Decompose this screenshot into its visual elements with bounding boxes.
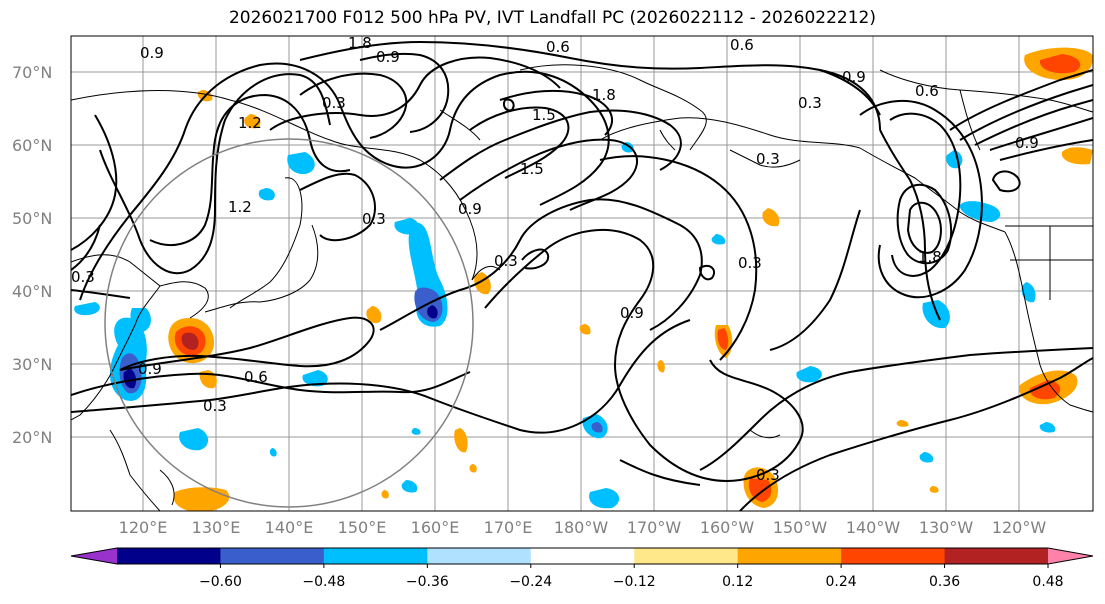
map-frame: [70, 35, 1094, 512]
colorbar: −0.60 −0.48 −0.36 −0.24 −0.12 0.12 0.24 0.36 0.4…: [70, 547, 1094, 590]
contour-label: 0.3: [756, 150, 780, 168]
latitude-labels: 70°N 60°N 50°N 40°N 30°N 20°N: [12, 63, 52, 447]
lon-label: 120°W: [992, 518, 1047, 537]
lon-label: 140°E: [265, 518, 314, 537]
contour-label: 1.5: [520, 160, 544, 178]
longitude-labels: 120°E 130°E 140°E 150°E 160°E 170°E 180°…: [119, 518, 1047, 537]
lon-label: 180°W: [554, 518, 609, 537]
lon-label: 170°E: [484, 518, 533, 537]
colorbar-segment: [737, 548, 842, 564]
colorbar-segment: [323, 548, 428, 564]
lon-label: 150°W: [773, 518, 828, 537]
contour-label: 0.9: [620, 304, 644, 322]
lat-label: 20°N: [12, 428, 52, 447]
lon-label: 140°W: [846, 518, 901, 537]
colorbar-tick-label: −0.60: [199, 574, 242, 590]
lon-label: 130°E: [192, 518, 241, 537]
lon-label: 150°E: [338, 518, 387, 537]
contour-label: 1.2: [238, 114, 262, 132]
contour-label: 0.3: [494, 252, 518, 270]
radius-circle: [104, 138, 474, 508]
contour-label: 0.9: [376, 48, 400, 66]
contour-label: 0.3: [203, 397, 227, 415]
contour-label: 1.8: [348, 34, 372, 52]
colorbar-extend-low: [71, 548, 117, 564]
colorbar-tick-label: −0.12: [613, 574, 656, 590]
contour-label: 0.9: [1015, 134, 1039, 152]
colorbar-tick-label: 0.48: [1032, 574, 1063, 590]
lon-label: 120°E: [119, 518, 168, 537]
colorbar-tick-label: 0.36: [929, 574, 960, 590]
contour-label: 0.6: [244, 368, 268, 386]
contour-label: 1.8: [918, 248, 942, 266]
lon-label: 170°W: [627, 518, 682, 537]
lat-label: 70°N: [12, 63, 52, 82]
lon-label: 160°E: [411, 518, 460, 537]
contour-label: 0.3: [322, 94, 346, 112]
contour-label: 0.3: [71, 268, 95, 286]
contour-label: 0.3: [738, 254, 762, 272]
pv-contours: [71, 40, 1093, 511]
contour-label: 0.9: [842, 68, 866, 86]
figure-title: 2026021700 F012 500 hPa PV, IVT Landfall…: [228, 8, 876, 28]
colorbar-tick-label: 0.12: [722, 574, 753, 590]
colorbar-segment: [841, 548, 946, 564]
contour-label: 1.2: [228, 198, 252, 216]
contour-label: 0.3: [756, 466, 780, 484]
lat-label: 40°N: [12, 282, 52, 301]
ivt-shading: [74, 47, 1093, 511]
contour-label: 0.9: [458, 200, 482, 218]
colorbar-segment: [427, 548, 532, 564]
colorbar-tick-label: −0.48: [302, 574, 345, 590]
contour-label: 0.3: [362, 210, 386, 228]
colorbar-segment: [634, 548, 739, 564]
lat-label: 50°N: [12, 209, 52, 228]
colorbar-segment: [530, 548, 635, 564]
colorbar-segment: [220, 548, 325, 564]
contour-label: 0.6: [730, 36, 754, 54]
colorbar-outline: [70, 547, 1094, 565]
colorbar-extend-high: [1048, 548, 1093, 564]
lon-label: 160°W: [700, 518, 755, 537]
lat-label: 60°N: [12, 136, 52, 155]
colorbar-segment: [117, 548, 221, 564]
colorbar-segment: [944, 548, 1049, 564]
contour-label: 0.9: [138, 360, 162, 378]
lat-label: 30°N: [12, 355, 52, 374]
contour-label: 0.6: [546, 38, 570, 56]
colorbar-tick-label: −0.24: [509, 574, 552, 590]
contour-label: 1.5: [532, 106, 556, 124]
colorbar-tick-label: 0.24: [826, 574, 857, 590]
contour-labels: 0.9 1.8 0.9 0.6 0.6 0.9 0.6 1.5 1.8 0.3 …: [71, 34, 1039, 484]
contour-label: 0.3: [798, 94, 822, 112]
contour-label: 0.6: [915, 82, 939, 100]
colorbar-tick-label: −0.36: [406, 574, 449, 590]
lon-label: 130°W: [919, 518, 974, 537]
contour-label: 1.8: [592, 86, 616, 104]
contour-label: 0.9: [140, 44, 164, 62]
map-area: [71, 36, 1093, 511]
